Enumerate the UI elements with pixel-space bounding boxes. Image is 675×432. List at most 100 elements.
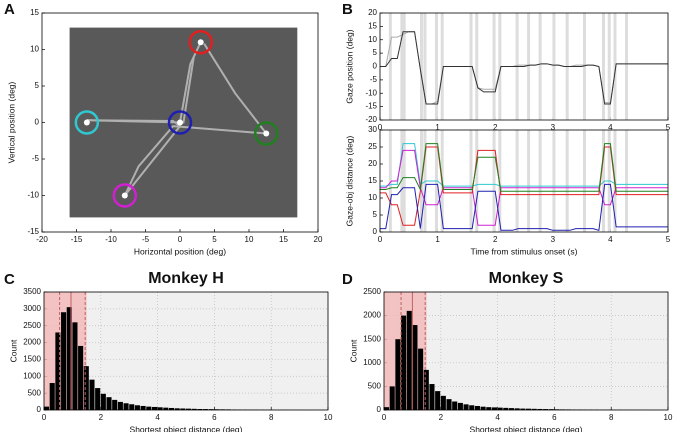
bar (491, 407, 497, 410)
plot-frame (379, 12, 669, 121)
bar (83, 366, 89, 410)
bar (457, 402, 463, 410)
bar (395, 339, 401, 410)
bar (514, 408, 520, 410)
event-band (527, 13, 531, 120)
bar (497, 407, 503, 410)
y-tick-label: 500 (368, 382, 382, 391)
bar (389, 386, 395, 410)
event-band (469, 130, 473, 232)
series-line (380, 143, 668, 192)
object-marker (254, 121, 279, 146)
event-band (515, 130, 519, 232)
y-tick-label: 1000 (23, 371, 41, 380)
series-line (380, 146, 668, 226)
y-tick-label: 20 (368, 8, 377, 17)
object-dot (121, 192, 128, 199)
bar (446, 399, 452, 410)
y-tick-label: 2500 (23, 321, 41, 330)
x-tick-label: 5 (666, 235, 671, 244)
y-tick-label: 2000 (23, 338, 41, 347)
bar (423, 369, 429, 410)
event-band (475, 130, 479, 232)
event-band (613, 13, 617, 120)
event-band (388, 13, 392, 120)
x-tick-label: 0 (178, 235, 183, 244)
panel-label: A (4, 1, 15, 18)
event-band (538, 130, 542, 232)
bar (452, 401, 458, 410)
bar (129, 404, 135, 410)
bar (486, 407, 492, 410)
y-tick-label: 500 (28, 388, 42, 397)
bar (384, 407, 390, 410)
x-axis-label: Shortest object distance (deg) (130, 424, 243, 432)
bar (191, 408, 197, 410)
y-tick-label: 10 (30, 45, 39, 54)
x-axis-label: Time from stimulus onset (s) (471, 246, 578, 256)
x-tick-label: -20 (36, 235, 48, 244)
y-tick-label: 10 (368, 193, 377, 202)
event-band (402, 13, 406, 120)
object-marker (167, 110, 193, 135)
y-tick-label: 15 (368, 176, 377, 185)
bar (401, 315, 407, 410)
y-axis-label: Count (8, 339, 18, 362)
object-dot (177, 119, 183, 126)
panel-label: B (342, 1, 353, 18)
bar (146, 406, 152, 410)
x-tick-label: 10 (664, 413, 673, 422)
y-tick-label: 0 (373, 62, 378, 71)
plot-frame (383, 291, 669, 411)
x-tick-label: 3 (551, 123, 556, 132)
x-tick-label: 15 (279, 235, 288, 244)
y-tick-label: 0 (377, 405, 382, 414)
bar (157, 407, 163, 410)
x-tick-label: 0 (378, 235, 383, 244)
y-tick-label: -5 (370, 75, 378, 84)
y-tick-label: -10 (365, 88, 377, 97)
bar (480, 406, 486, 410)
y-tick-label: 0 (35, 118, 40, 127)
bar (151, 406, 157, 410)
x-tick-label: 8 (609, 413, 614, 422)
series-line (380, 183, 668, 231)
x-tick-label: 0 (378, 123, 383, 132)
y-tick-label: 15 (30, 8, 39, 17)
bar (55, 332, 61, 410)
x-tick-label: -10 (105, 235, 117, 244)
object-marker (112, 183, 138, 208)
y-tick-label: 5 (35, 81, 40, 90)
x-tick-label: 2 (493, 123, 498, 132)
event-band (400, 130, 404, 232)
x-tick-label: 1 (435, 235, 440, 244)
y-tick-label: 30 (368, 125, 377, 134)
x-tick-label: 4 (608, 235, 613, 244)
x-axis-label: Shortest object distance (deg) (470, 424, 583, 432)
y-axis-label: Count (348, 339, 358, 362)
x-tick-label: 10 (324, 413, 333, 422)
event-band (402, 130, 406, 232)
y-tick-label: 2000 (363, 311, 381, 320)
y-axis-label: Gaze-obj distance (deg) (344, 135, 354, 226)
bar (78, 345, 84, 410)
x-tick-label: 20 (314, 235, 323, 244)
bar (429, 384, 435, 410)
bar (168, 407, 175, 410)
bar (112, 399, 118, 410)
event-band (625, 13, 629, 120)
bar (197, 408, 203, 410)
object-dot (263, 130, 270, 137)
event-band (419, 13, 423, 120)
x-tick-label: 5 (666, 123, 671, 132)
event-band (538, 13, 542, 120)
x-tick-label: 4 (155, 413, 160, 422)
x-axis-label: Horizontal position (deg) (134, 246, 226, 256)
plot-frame (379, 129, 669, 233)
bar (140, 405, 146, 410)
event-band (625, 130, 629, 232)
x-tick-label: 2 (493, 235, 498, 244)
bar (186, 408, 192, 410)
y-tick-label: 1500 (23, 355, 41, 364)
bar (543, 409, 549, 410)
